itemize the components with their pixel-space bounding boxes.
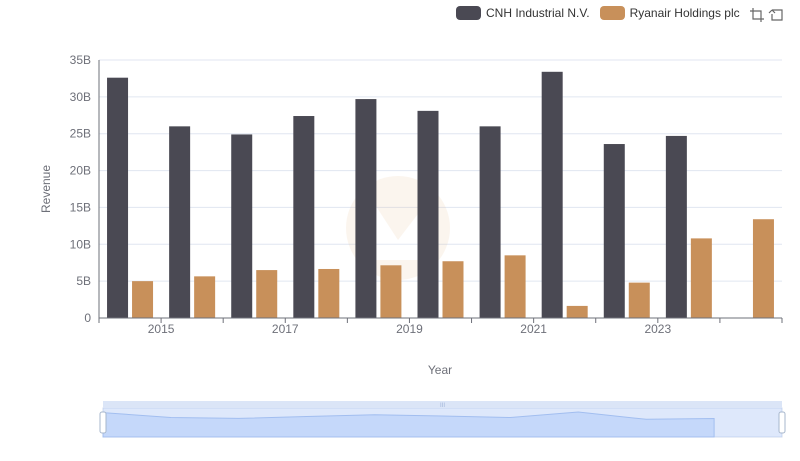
x-tick-label: 2023 <box>644 322 671 336</box>
bar-ryanair-2018[interactable] <box>380 265 402 318</box>
legend-swatch-cnh <box>456 6 481 20</box>
bar-ryanair-2021[interactable] <box>566 305 588 318</box>
zoom-select-icon[interactable] <box>748 6 766 24</box>
zoom-reset-icon[interactable] <box>768 6 786 24</box>
bar-cnh-2023[interactable] <box>665 135 687 318</box>
zoom-selection[interactable] <box>103 408 782 437</box>
bar-ryanair-2017[interactable] <box>318 268 340 318</box>
legend-label-cnh: CNH Industrial N.V. <box>486 6 590 20</box>
bars <box>107 71 774 319</box>
y-tick-label: 30B <box>70 90 91 104</box>
zoom-move-handle[interactable]: III <box>440 403 445 409</box>
x-tick-label: 2015 <box>148 322 175 336</box>
bar-cnh-2017[interactable] <box>293 116 315 318</box>
legend-item-ryanair[interactable]: Ryanair Holdings plc <box>599 6 740 20</box>
bar-cnh-2021[interactable] <box>541 71 563 319</box>
bar-cnh-2022[interactable] <box>603 144 625 318</box>
axes: 0 5B 10B 15B 20B 25B 30B 35B 2015 2017 2019 2021 202… <box>70 53 783 336</box>
x-axis-title: Year <box>428 363 452 377</box>
x-tick-label: 2019 <box>396 322 423 336</box>
y-tick-label: 35B <box>70 53 91 67</box>
zoom-handle-left[interactable] <box>99 411 107 434</box>
bar-ryanair-2022[interactable] <box>628 282 650 318</box>
x-tick-label: 2021 <box>520 322 547 336</box>
bar-cnh-2016[interactable] <box>231 134 253 318</box>
y-tick-label: 15B <box>70 200 91 214</box>
bar-ryanair-2019[interactable] <box>442 261 464 318</box>
bar-ryanair-2023[interactable] <box>690 238 712 318</box>
chart-legend: CNH Industrial N.V. Ryanair Holdings plc <box>456 4 750 22</box>
bar-cnh-2014[interactable] <box>107 77 129 318</box>
legend-swatch-ryanair <box>599 6 625 20</box>
chart-toolbar <box>746 6 786 24</box>
data-zoom-slider[interactable]: III <box>99 401 786 438</box>
bar-cnh-2015[interactable] <box>169 126 191 318</box>
bar-ryanair-2016[interactable] <box>256 270 278 318</box>
bar-ryanair-2014[interactable] <box>132 281 154 318</box>
bar-cnh-2019[interactable] <box>417 110 439 318</box>
bar-ryanair-2015[interactable] <box>194 276 216 318</box>
y-tick-label: 25B <box>70 127 91 141</box>
bar-ryanair-2020[interactable] <box>504 255 526 318</box>
bar-cnh-2020[interactable] <box>479 126 501 318</box>
y-tick-label: 0 <box>84 311 91 325</box>
x-tick-label: 2017 <box>272 322 299 336</box>
zoom-move-bar[interactable] <box>103 401 782 408</box>
y-tick-label: 20B <box>70 164 91 178</box>
y-tick-label: 10B <box>70 237 91 251</box>
grid-lines <box>99 59 782 282</box>
bar-ryanair-2024[interactable] <box>752 219 774 318</box>
legend-item-cnh[interactable]: CNH Industrial N.V. <box>456 6 590 20</box>
zoom-handle-right[interactable] <box>778 411 786 434</box>
bar-cnh-2018[interactable] <box>355 99 377 318</box>
legend-label-ryanair: Ryanair Holdings plc <box>629 6 740 20</box>
y-axis-title: Revenue <box>39 165 53 213</box>
y-tick-label: 5B <box>76 274 91 288</box>
zoom-preview-area <box>102 411 715 438</box>
